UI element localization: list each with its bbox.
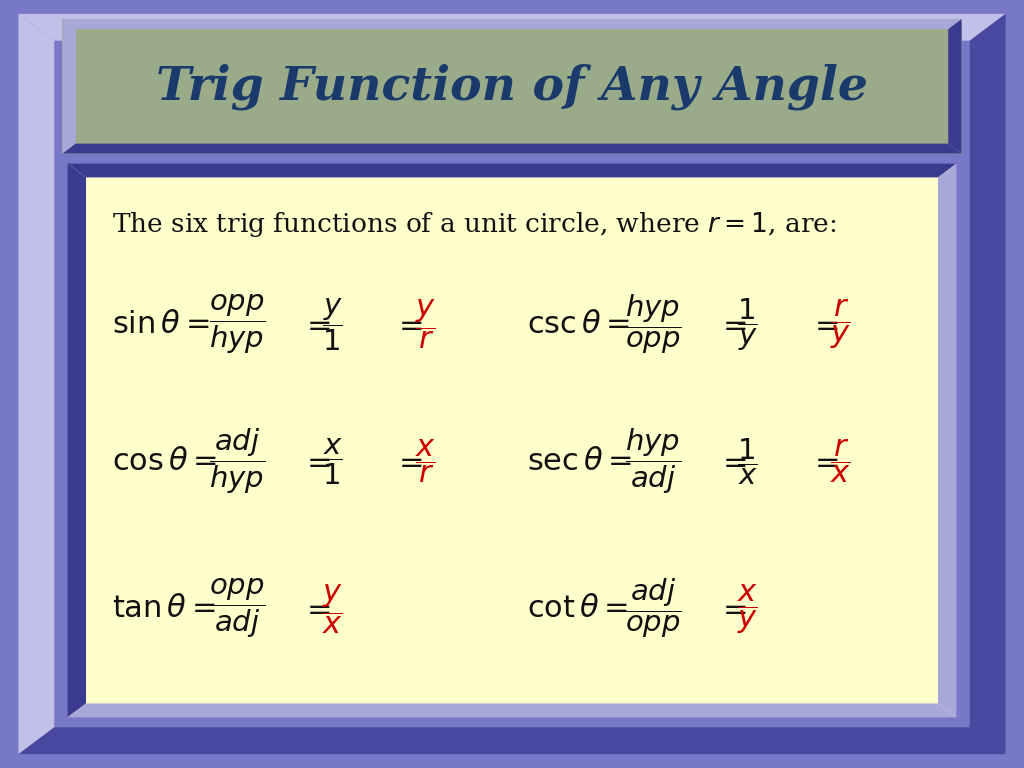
Text: $\sec\theta =$: $\sec\theta =$ <box>527 446 633 477</box>
Text: $\tan\theta =$: $\tan\theta =$ <box>112 594 215 624</box>
Text: $\dfrac{1}{y}$: $\dfrac{1}{y}$ <box>737 296 758 353</box>
Text: $\dfrac{1}{x}$: $\dfrac{1}{x}$ <box>737 436 758 487</box>
Polygon shape <box>68 164 86 717</box>
Text: $\csc\theta =$: $\csc\theta =$ <box>527 310 631 340</box>
Text: $\dfrac{x}{r}$: $\dfrac{x}{r}$ <box>415 438 436 485</box>
Text: $\dfrac{r}{y}$: $\dfrac{r}{y}$ <box>830 298 852 352</box>
Text: $\dfrac{adj}{opp}$: $\dfrac{adj}{opp}$ <box>625 578 681 641</box>
FancyBboxPatch shape <box>62 19 962 154</box>
Text: $\dfrac{y}{r}$: $\dfrac{y}{r}$ <box>415 298 436 352</box>
Polygon shape <box>62 19 962 29</box>
Text: $\dfrac{hyp}{opp}$: $\dfrac{hyp}{opp}$ <box>625 293 681 356</box>
Text: $=$: $=$ <box>301 446 332 477</box>
Text: $\dfrac{x}{y}$: $\dfrac{x}{y}$ <box>737 582 759 636</box>
Text: $\dfrac{opp}{hyp}$: $\dfrac{opp}{hyp}$ <box>209 293 265 356</box>
Text: $\dfrac{adj}{hyp}$: $\dfrac{adj}{hyp}$ <box>209 427 265 496</box>
Text: $\cot\theta =$: $\cot\theta =$ <box>527 594 629 624</box>
Polygon shape <box>62 19 76 154</box>
Polygon shape <box>68 703 956 717</box>
Polygon shape <box>18 14 1006 41</box>
Polygon shape <box>938 164 956 717</box>
Text: $\dfrac{x}{1}$: $\dfrac{x}{1}$ <box>322 436 342 487</box>
Text: $=$: $=$ <box>717 594 748 624</box>
Text: $\sin\theta =$: $\sin\theta =$ <box>112 310 209 340</box>
Text: $=$: $=$ <box>809 446 840 477</box>
Polygon shape <box>18 14 54 754</box>
Text: $\dfrac{opp}{adj}$: $\dfrac{opp}{adj}$ <box>209 578 265 641</box>
Text: $\dfrac{y}{x}$: $\dfrac{y}{x}$ <box>322 582 343 636</box>
Polygon shape <box>948 19 962 154</box>
Text: The six trig functions of a unit circle, where $r = 1$, are:: The six trig functions of a unit circle,… <box>112 210 837 240</box>
Text: $=$: $=$ <box>301 310 332 340</box>
Polygon shape <box>62 144 962 154</box>
Text: $=$: $=$ <box>393 310 424 340</box>
Polygon shape <box>18 727 1006 754</box>
Text: $\dfrac{hyp}{adj}$: $\dfrac{hyp}{adj}$ <box>625 427 681 496</box>
Text: $=$: $=$ <box>809 310 840 340</box>
Polygon shape <box>68 164 956 177</box>
FancyBboxPatch shape <box>68 164 956 717</box>
Text: $\dfrac{y}{1}$: $\dfrac{y}{1}$ <box>322 296 342 353</box>
Text: $=$: $=$ <box>393 446 424 477</box>
Text: $=$: $=$ <box>301 594 332 624</box>
Text: $=$: $=$ <box>717 310 748 340</box>
Text: $\cos\theta =$: $\cos\theta =$ <box>112 446 217 477</box>
Text: $\dfrac{r}{x}$: $\dfrac{r}{x}$ <box>830 438 852 485</box>
Text: Trig Function of Any Angle: Trig Function of Any Angle <box>156 63 868 110</box>
Text: $=$: $=$ <box>717 446 748 477</box>
Polygon shape <box>970 14 1006 754</box>
